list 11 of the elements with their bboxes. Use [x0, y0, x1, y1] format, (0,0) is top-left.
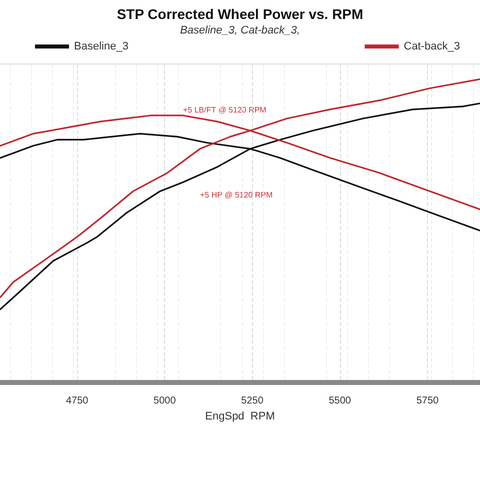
- x-tick-label: 4750: [66, 396, 89, 406]
- chart-subtitle: Baseline_3, Cat-back_3,: [180, 24, 300, 36]
- chart-title: STP Corrected Wheel Power vs. RPM: [116, 6, 364, 22]
- x-tick-label: 5250: [241, 396, 264, 406]
- legend-label: Cat-back_3: [404, 40, 460, 52]
- x-tick-label: 5750: [416, 396, 440, 406]
- legend-label: Baseline_3: [74, 40, 128, 52]
- x-tick-label: 5500: [328, 396, 352, 406]
- annotation: +5 HP @ 5120 RPM: [200, 190, 274, 200]
- x-tick-label: 5000: [154, 396, 176, 406]
- x-axis-title: EngSpd RPM: [205, 410, 275, 422]
